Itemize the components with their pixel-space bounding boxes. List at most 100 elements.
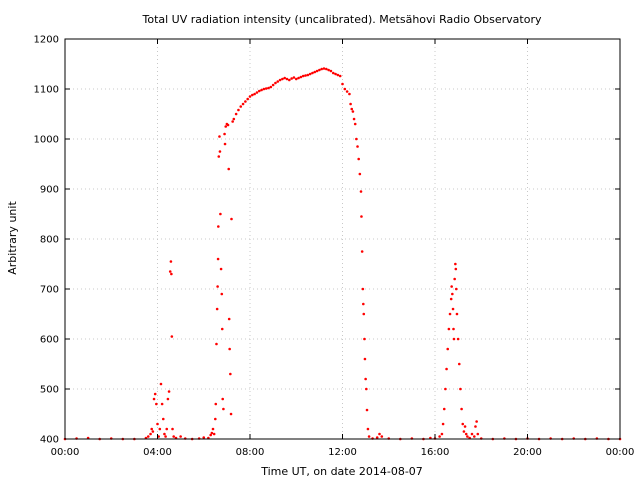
data-point: [231, 120, 234, 123]
data-point: [445, 367, 448, 371]
y-tick-label: 700: [40, 285, 59, 296]
data-point: [218, 150, 222, 153]
data-point: [441, 422, 445, 426]
data-point: [453, 277, 456, 281]
data-point: [322, 67, 326, 70]
data-point: [320, 67, 323, 71]
data-point: [157, 435, 160, 438]
data-point: [234, 112, 238, 116]
data-point: [348, 92, 351, 96]
data-point: [169, 260, 173, 263]
data-point: [152, 397, 156, 401]
data-point: [217, 155, 221, 158]
data-point: [229, 372, 232, 376]
data-point: [161, 417, 165, 421]
data-point: [358, 172, 362, 176]
data-point: [366, 427, 370, 431]
data-point: [363, 357, 367, 361]
data-point: [214, 402, 218, 406]
data-point: [466, 435, 469, 438]
data-point: [251, 93, 254, 97]
data-point: [360, 215, 363, 218]
data-point: [357, 157, 360, 161]
data-point: [365, 387, 368, 391]
data-point: [457, 362, 461, 366]
y-tick-label: 1200: [34, 35, 59, 46]
data-point: [278, 78, 282, 82]
data-point: [230, 217, 233, 221]
data-point: [362, 312, 366, 316]
data-point: [365, 408, 369, 412]
data-point: [304, 74, 307, 77]
data-point: [462, 430, 466, 433]
data-point: [288, 78, 291, 82]
data-point: [359, 190, 363, 193]
data-point: [257, 89, 261, 93]
data-point: [449, 297, 453, 301]
x-tick-label: 12:00: [328, 447, 357, 458]
y-tick-label: 500: [40, 385, 59, 396]
data-point: [168, 270, 172, 273]
data-point: [239, 105, 243, 108]
data-point: [163, 432, 166, 436]
data-point: [244, 100, 247, 103]
data-point: [170, 272, 173, 276]
data-point: [451, 307, 455, 311]
data-point: [378, 432, 381, 436]
data-point: [253, 92, 256, 96]
data-point: [165, 427, 169, 431]
data-point: [151, 430, 155, 433]
data-point: [222, 407, 225, 411]
x-tick-label: 04:00: [143, 447, 172, 458]
data-point: [355, 137, 358, 141]
chart-title: Total UV radiation intensity (uncalibrat…: [142, 13, 542, 26]
data-point: [334, 72, 337, 76]
data-point: [248, 95, 252, 98]
data-point: [343, 87, 347, 91]
data-point: [227, 317, 231, 321]
y-tick-label: 900: [40, 185, 59, 196]
data-point: [299, 75, 303, 79]
x-axis-label: Time UT, on date 2014-08-07: [260, 465, 423, 478]
data-point: [219, 267, 223, 271]
data-point: [156, 422, 159, 426]
data-point: [367, 435, 371, 438]
data-point: [290, 77, 293, 80]
data-point: [227, 167, 231, 171]
y-tick-label: 800: [40, 235, 59, 246]
data-point: [269, 85, 273, 89]
data-point: [375, 436, 379, 439]
data-point: [172, 435, 175, 438]
data-point: [160, 402, 164, 406]
data-point: [171, 427, 174, 431]
data-point: [315, 69, 319, 73]
data-point: [262, 87, 266, 91]
data-point: [255, 91, 259, 94]
data-point: [336, 73, 340, 77]
data-point: [260, 88, 263, 92]
data-point: [352, 117, 356, 121]
data-point: [461, 422, 465, 426]
data-point: [306, 73, 310, 77]
x-tick-label: 16:00: [421, 447, 450, 458]
data-point: [167, 390, 171, 393]
data-point: [215, 307, 219, 311]
data-point: [220, 327, 224, 331]
data-point: [264, 87, 268, 90]
data-point: [146, 435, 150, 438]
data-point: [274, 81, 277, 85]
data-point: [454, 267, 458, 271]
data-point: [228, 347, 231, 351]
data-point: [217, 225, 220, 228]
x-tick-label: 20:00: [513, 447, 542, 458]
data-point: [442, 407, 446, 411]
data-point: [241, 102, 245, 106]
data-point: [452, 327, 455, 331]
data-point: [451, 292, 454, 296]
data-point: [448, 312, 452, 316]
axis-layer: 00:00 04:00 08:00 12:00 16:00 20:00 00:0040050…: [34, 35, 635, 459]
data-point: [475, 420, 478, 423]
data-point: [209, 433, 212, 437]
